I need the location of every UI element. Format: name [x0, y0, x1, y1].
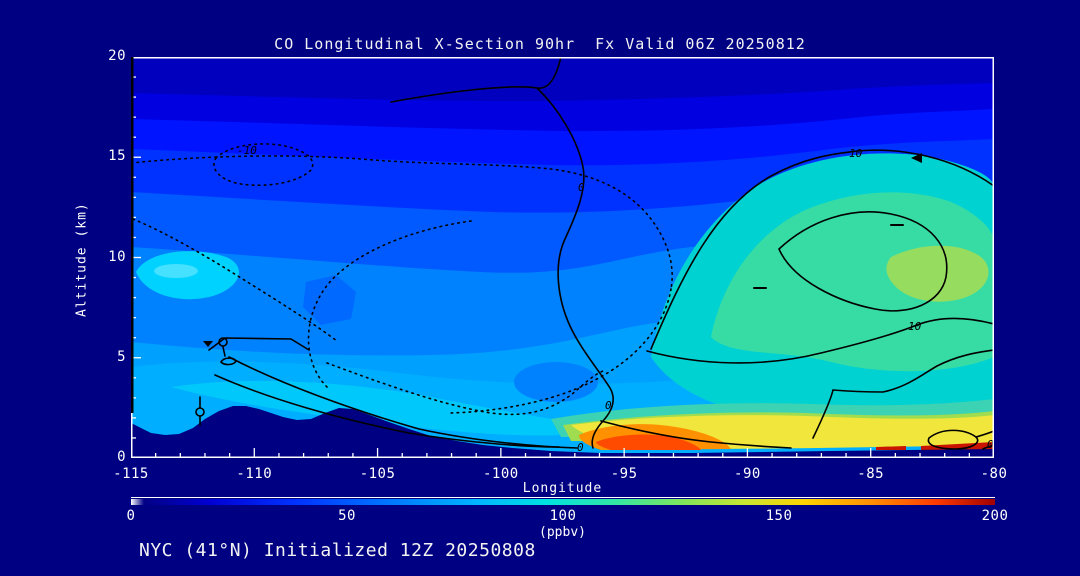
plot-area: -10 0 10 10 0 0 0	[130, 56, 995, 459]
chart-title: CO Longitudinal X-Section 90hr Fx Valid …	[274, 35, 806, 53]
wind-marks	[203, 153, 922, 347]
colorbar-tick-0: 0	[126, 508, 136, 524]
init-annotation: NYC (41°N) Initialized 12Z 20250808	[139, 540, 536, 561]
x-tick--95: -95	[610, 466, 638, 482]
colorbar-gradient	[131, 499, 995, 505]
solid-contours	[195, 56, 995, 450]
contour-label-0: 0	[577, 441, 584, 454]
contour-label-0: 0	[578, 181, 585, 194]
x-tick--110: -110	[236, 466, 273, 482]
x-tick--105: -105	[359, 466, 396, 482]
contour-label-0: 0	[987, 438, 994, 451]
dotted-contours	[130, 143, 673, 416]
contour-label-0: 0	[605, 399, 612, 412]
contour-value-labels: -10 0 10 10 0 0 0	[237, 144, 994, 454]
x-tick--90: -90	[734, 466, 761, 482]
colorbar-tick-50: 50	[338, 508, 356, 524]
y-tick-10: 10	[108, 248, 126, 265]
contour-label-10: 10	[849, 147, 863, 160]
fill-field	[131, 57, 994, 458]
contour-plot: -10 0 10 10 0 0 0	[130, 56, 995, 459]
colorbar-tick-200: 200	[981, 508, 1009, 524]
colorbar-tick-150: 150	[765, 508, 793, 524]
contour-label-10: 10	[908, 320, 922, 333]
y-tick-0: 0	[117, 449, 126, 465]
x-tick--100: -100	[482, 466, 519, 482]
x-tick--80: -80	[980, 466, 1008, 482]
contour-label--10: -10	[237, 144, 257, 157]
colorbar-top-line	[131, 497, 995, 498]
x-axis-label: Longitude	[522, 481, 603, 496]
colorbar-units: (ppbv)	[539, 525, 586, 540]
x-tick--115: -115	[113, 466, 149, 482]
colorbar-tick-100: 100	[549, 508, 577, 524]
y-tick-20: 20	[108, 48, 126, 64]
x-tick--85: -85	[857, 466, 885, 482]
y-tick-5: 5	[117, 348, 126, 365]
y-tick-15: 15	[108, 148, 126, 165]
